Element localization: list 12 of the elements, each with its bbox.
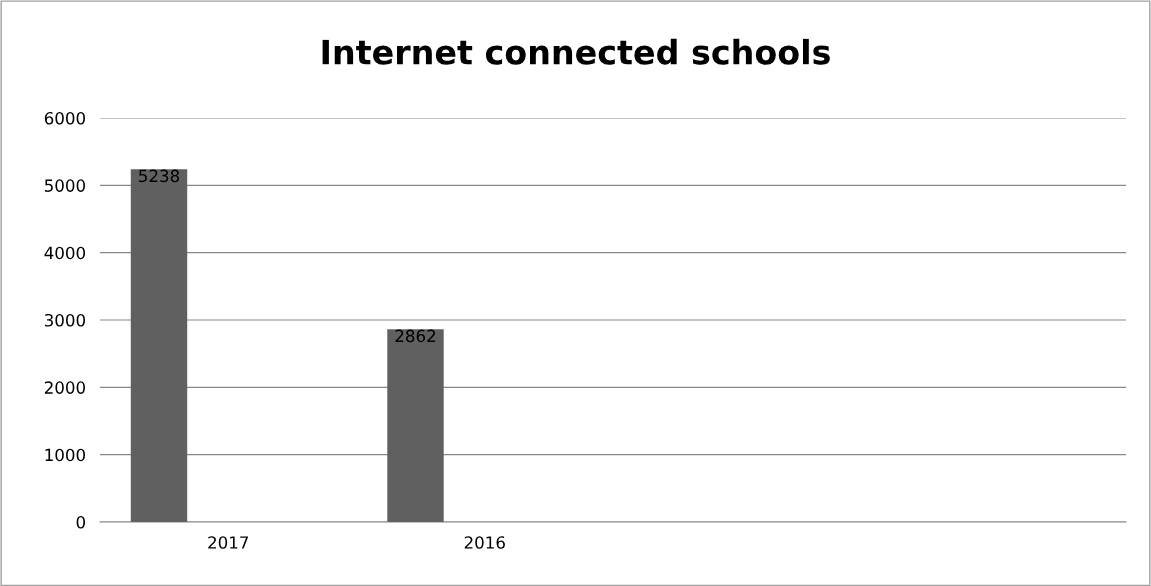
chart-title: Internet connected schools: [322, 38, 830, 65]
y-tick-label: 5000: [44, 179, 85, 192]
y-tick-label: 3000: [44, 313, 85, 327]
data-label: 2862: [395, 329, 436, 343]
y-tick-label: 4000: [44, 246, 85, 260]
y-tick-label: 6000: [44, 111, 85, 125]
y-tick-label: 1000: [45, 448, 85, 462]
y-tick-label: 2000: [44, 381, 85, 394]
x-tick-label: 2017: [208, 536, 249, 549]
y-tick-label: 0: [76, 515, 85, 529]
x-tick-label: 2016: [464, 536, 505, 549]
data-label: 5238: [139, 169, 180, 183]
